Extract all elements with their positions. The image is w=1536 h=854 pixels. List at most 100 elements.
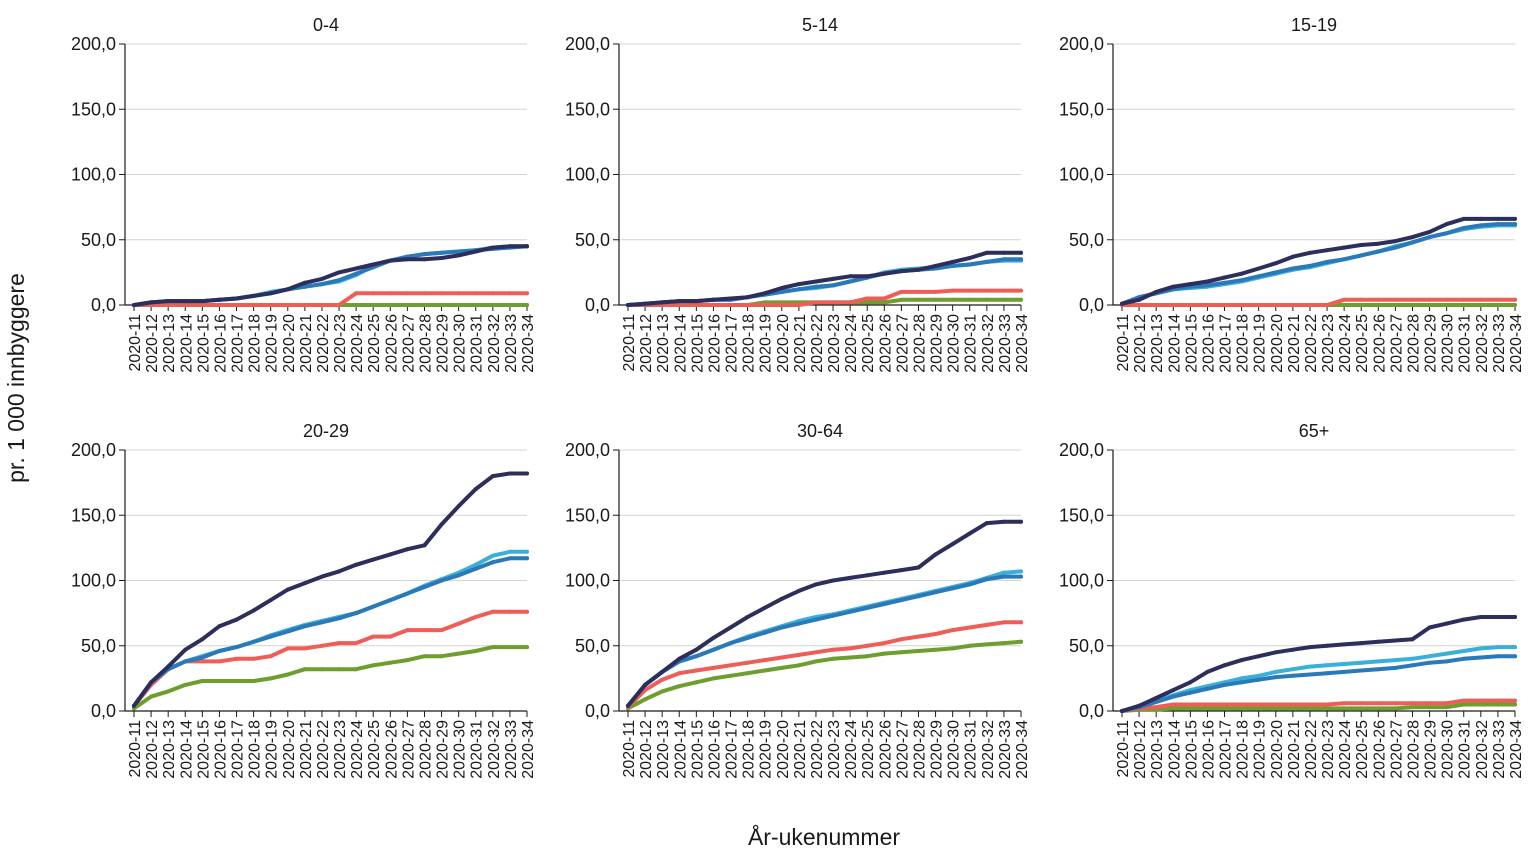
- data-point: [1137, 703, 1142, 708]
- data-point: [1376, 659, 1381, 664]
- data-point: [439, 256, 444, 260]
- data-point: [217, 649, 222, 653]
- x-tick-label: 2020-13: [655, 720, 672, 779]
- data-point: [1205, 669, 1210, 674]
- data-point: [251, 293, 256, 298]
- x-tick-label: 2020-20: [281, 314, 298, 373]
- data-point: [354, 271, 359, 276]
- data-point: [694, 668, 699, 673]
- x-tick-label: 2020-27: [400, 314, 417, 373]
- data-point: [1444, 297, 1449, 302]
- data-point: [1444, 705, 1449, 710]
- data-point: [1273, 669, 1278, 674]
- data-point: [831, 656, 835, 661]
- x-tick-label: 2020-20: [775, 720, 792, 779]
- data-point: [694, 303, 699, 307]
- x-tick-label: 2020-26: [383, 720, 400, 779]
- data-point: [285, 629, 290, 634]
- data-point: [916, 649, 921, 653]
- data-point: [1273, 261, 1278, 266]
- data-point: [814, 279, 818, 284]
- data-point: [882, 651, 887, 656]
- data-point: [1410, 297, 1415, 302]
- data-point: [626, 703, 630, 708]
- data-point: [200, 303, 205, 307]
- data-point: [1290, 706, 1295, 711]
- data-point: [507, 291, 512, 296]
- data-point: [337, 641, 341, 646]
- x-tick-label: 2020-12: [638, 314, 655, 373]
- data-point: [1001, 570, 1006, 575]
- data-point: [1427, 701, 1432, 706]
- x-tick-label: 2020-30: [1440, 314, 1457, 373]
- data-point: [132, 303, 136, 307]
- x-tick-label: 2020-19: [758, 720, 775, 779]
- data-point: [405, 303, 410, 307]
- data-point: [1495, 698, 1500, 703]
- y-tick-label: 150,0: [565, 99, 610, 119]
- data-point: [711, 635, 716, 640]
- data-point: [1001, 257, 1006, 262]
- data-point: [525, 303, 529, 307]
- data-point: [762, 605, 767, 610]
- data-point: [1376, 249, 1381, 254]
- y-tick-label: 0,0: [91, 295, 116, 315]
- data-point: [1290, 673, 1295, 678]
- data-point: [728, 625, 733, 630]
- series-line-3: [1120, 645, 1517, 713]
- data-point: [1444, 231, 1449, 236]
- data-point: [728, 303, 733, 307]
- data-point: [525, 645, 529, 650]
- data-point: [183, 647, 188, 652]
- data-point: [302, 581, 307, 586]
- data-point: [525, 549, 529, 554]
- data-point: [1410, 303, 1415, 307]
- data-point: [660, 669, 665, 674]
- x-tick-label: 2020-16: [212, 314, 229, 373]
- data-point: [1222, 706, 1227, 711]
- data-point: [507, 471, 512, 476]
- data-point: [200, 637, 205, 642]
- data-point: [1513, 702, 1517, 707]
- x-tick-label: 2020-20: [1269, 314, 1286, 373]
- data-point: [200, 679, 205, 683]
- data-point: [814, 300, 818, 305]
- data-point: [745, 615, 750, 619]
- data-point: [388, 634, 393, 639]
- x-tick-label: 2020-19: [264, 314, 281, 373]
- data-point: [525, 244, 529, 249]
- data-point: [1359, 303, 1364, 307]
- x-tick-label: 2020-29: [435, 314, 452, 373]
- data-point: [1239, 278, 1244, 283]
- data-point: [882, 570, 887, 575]
- data-point: [950, 297, 955, 302]
- data-point: [149, 300, 154, 305]
- data-point: [728, 663, 733, 668]
- data-point: [371, 262, 376, 267]
- x-tick-label: 2020-12: [638, 720, 655, 779]
- data-point: [405, 628, 410, 633]
- data-point: [1427, 625, 1432, 630]
- data-point: [1273, 702, 1278, 707]
- series-line-2: [1120, 222, 1517, 306]
- x-tick-label: 2020-33: [1491, 720, 1508, 779]
- data-point: [1171, 694, 1176, 699]
- data-point: [456, 249, 461, 254]
- data-point: [302, 303, 307, 307]
- x-tick-label: 2020-17: [1218, 314, 1235, 373]
- series-line-1: [1120, 615, 1517, 713]
- data-point: [183, 299, 188, 304]
- data-point: [149, 680, 154, 685]
- data-point: [1308, 664, 1312, 669]
- data-point: [507, 244, 512, 249]
- data-point: [1393, 297, 1398, 302]
- x-tick-label: 2020-28: [417, 314, 434, 373]
- data-point: [1427, 303, 1432, 307]
- x-tick-label: 2020-29: [435, 720, 452, 779]
- data-point: [371, 604, 376, 609]
- data-point: [916, 289, 921, 294]
- data-point: [933, 632, 938, 636]
- data-point: [1325, 702, 1329, 707]
- data-point: [1342, 257, 1347, 262]
